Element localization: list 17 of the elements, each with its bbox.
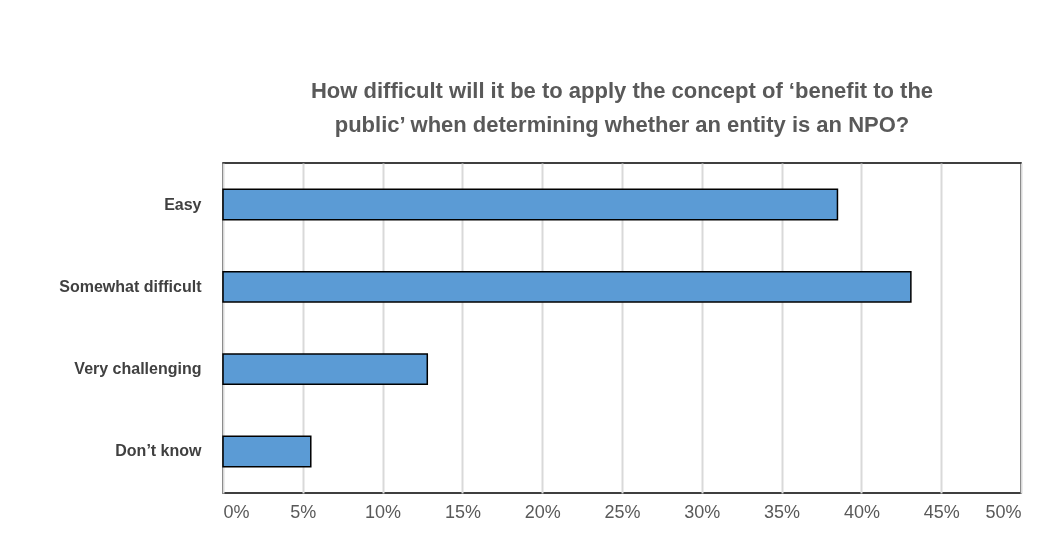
x-tick-label: 50% [985,501,1022,522]
x-tick-label: 30% [684,501,721,522]
x-tick-label: 40% [843,501,880,522]
y-tick-label: Somewhat difficult [59,277,203,295]
x-tick-label: 20% [524,501,561,522]
x-tick-label: 25% [604,501,641,522]
y-tick-label: Easy [164,195,202,213]
x-tick-label: 35% [764,501,801,522]
y-tick-label: Don’t know [115,442,203,460]
text: public’ when determining whether an entity is an NPO? [334,112,910,137]
y-tick-label: Very challenging [74,360,202,378]
x-tick-label: 45% [923,501,960,522]
x-tick-label: 10% [365,501,402,522]
x-tick-label: 5% [290,501,317,522]
x-tick-label: 15% [444,501,481,522]
x-tick-label: 0% [223,501,250,522]
text: How difficult will it be to apply the concept of ‘benefit to the [310,78,934,103]
